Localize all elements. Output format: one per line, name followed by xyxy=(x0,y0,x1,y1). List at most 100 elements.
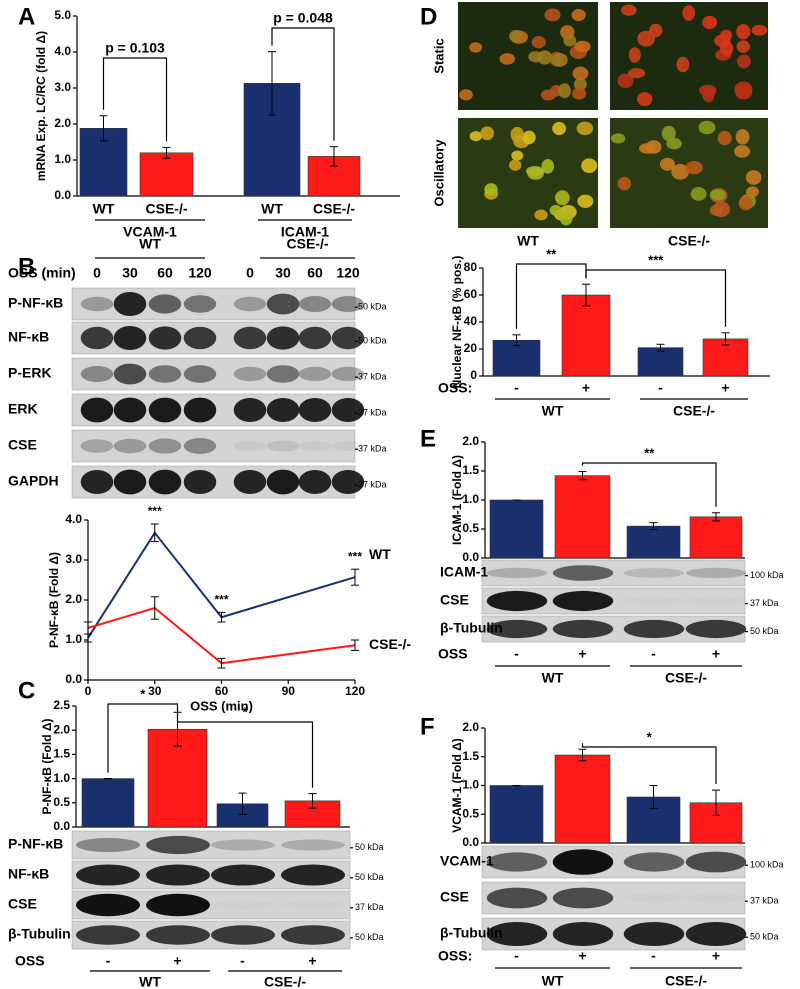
lane-label: 0 xyxy=(93,265,101,281)
blot-band xyxy=(298,440,332,452)
lane-label: 120 xyxy=(188,265,212,281)
nucleus xyxy=(751,24,768,36)
nucleus xyxy=(637,92,653,107)
group-label: WT xyxy=(542,403,564,419)
category-label: + xyxy=(578,646,586,662)
error-bar xyxy=(238,792,247,815)
kda-label: 37 kDa xyxy=(750,598,779,608)
significance-bracket xyxy=(271,27,335,141)
blot-band xyxy=(148,326,182,350)
blot-row-label: CSE xyxy=(8,896,37,912)
blot-band xyxy=(233,296,267,312)
panel-letter: E xyxy=(420,425,436,452)
significance-bracket xyxy=(585,269,727,327)
nucleus xyxy=(661,125,676,142)
y-tick-label: 2.0 xyxy=(462,434,479,448)
blot-band xyxy=(624,893,684,903)
y-tick-label: 2.0 xyxy=(462,720,479,734)
lane-label: 30 xyxy=(275,265,291,281)
blot-band xyxy=(266,398,300,422)
blot-band xyxy=(113,363,147,385)
x-tick-label: 60 xyxy=(215,684,229,698)
nucleus xyxy=(541,159,555,174)
blot-row-label: P-NF-κB xyxy=(8,295,63,311)
error-bar xyxy=(162,146,171,159)
y-tick-label: 0 xyxy=(470,368,477,382)
bar xyxy=(81,778,135,828)
blot-band xyxy=(76,925,140,945)
blot-band xyxy=(331,440,365,452)
blot-band xyxy=(233,326,267,350)
significance-label: *** xyxy=(214,593,228,607)
blot-band xyxy=(211,864,275,886)
blot-band xyxy=(486,922,548,946)
kda-label: 37 kDa xyxy=(358,444,387,454)
nucleus xyxy=(499,53,516,65)
nucleus xyxy=(555,190,570,206)
blot-band xyxy=(331,326,365,350)
nucleus xyxy=(525,165,544,177)
blot-band xyxy=(233,470,267,494)
nucleus xyxy=(617,73,634,88)
blot-band xyxy=(233,440,267,452)
error-bar xyxy=(512,334,521,347)
error-bar xyxy=(308,793,317,809)
blot-band xyxy=(281,901,345,910)
y-tick-label: 2.0 xyxy=(53,722,70,736)
y-tick-label: 0.0 xyxy=(462,835,479,849)
category-label: + xyxy=(712,646,720,662)
y-tick-label: 1.0 xyxy=(462,492,479,506)
y-tick-label: 5.0 xyxy=(54,8,71,22)
y-axis-title: mRNA Exp. LC/RC (fold Δ) xyxy=(34,31,48,181)
y-tick-label: 3.0 xyxy=(65,552,82,566)
blot-band xyxy=(486,887,548,909)
nucleus xyxy=(709,189,726,201)
y-axis-title: ICAM-1 (Fold Δ) xyxy=(450,455,464,545)
nucleus xyxy=(690,186,707,201)
blot-band xyxy=(113,469,147,495)
kda-label: 100 kDa xyxy=(750,860,784,870)
nucleus xyxy=(709,204,723,217)
y-tick-label: 4.0 xyxy=(54,44,71,58)
blot-band xyxy=(148,469,182,495)
kda-label: 50 kDa xyxy=(358,336,387,346)
blot-band xyxy=(623,922,685,946)
series-label: CSE-/- xyxy=(369,636,411,652)
kda-label: 100 kDa xyxy=(750,570,784,580)
error-bar xyxy=(217,611,226,623)
significance-label: * xyxy=(647,729,653,744)
nucleus xyxy=(558,83,571,99)
blot-band xyxy=(80,439,114,453)
nucleus xyxy=(685,160,703,175)
blot-band xyxy=(685,567,747,579)
y-tick-label: 0.5 xyxy=(462,806,479,820)
bar xyxy=(139,152,194,197)
error-bar xyxy=(150,523,159,543)
blot-band xyxy=(623,568,685,578)
nucleus xyxy=(522,130,536,145)
panel-letter: F xyxy=(420,713,435,740)
blot-band xyxy=(552,590,614,612)
nucleus xyxy=(666,137,682,150)
blot-row-label: P-NF-κB xyxy=(8,836,63,852)
bar xyxy=(626,525,681,559)
y-tick-label: 0.5 xyxy=(53,795,70,809)
category-label: - xyxy=(106,953,111,969)
micrograph-row-label: Oscillatory xyxy=(431,139,446,207)
blot-band xyxy=(624,597,684,605)
nucleus xyxy=(559,209,573,226)
error-bar xyxy=(99,115,108,142)
significance-label: *** xyxy=(148,504,162,518)
category-label: + xyxy=(582,380,590,396)
group-label: WT xyxy=(542,973,564,989)
blot-band xyxy=(331,296,365,312)
blot-row-label: GAPDH xyxy=(8,473,59,489)
nucleus xyxy=(563,34,577,47)
nucleus xyxy=(645,140,662,154)
y-tick-label: 4.0 xyxy=(65,512,82,526)
blot-row-label: VCAM-1 xyxy=(440,853,494,869)
blot-band xyxy=(298,326,332,350)
blot-band xyxy=(148,438,182,454)
nucleus xyxy=(735,129,750,145)
significance-label: * xyxy=(140,686,146,701)
